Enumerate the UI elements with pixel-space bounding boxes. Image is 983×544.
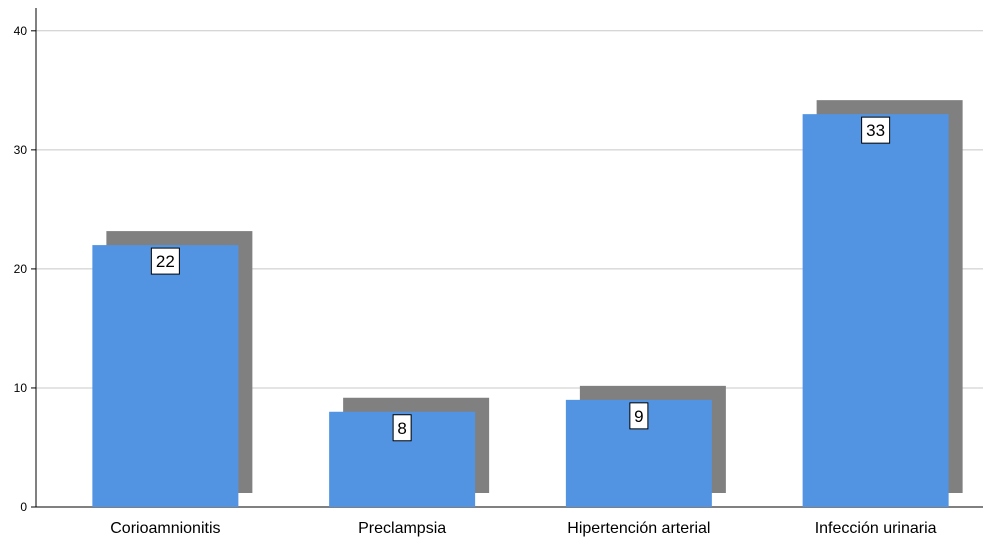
x-tick-label: Corioamnionitis [110, 520, 220, 537]
data-label-box [150, 247, 180, 275]
bar [802, 114, 949, 508]
data-label-box [392, 414, 412, 442]
data-label: 8 [397, 419, 406, 438]
data-label-box [629, 402, 649, 430]
data-label: 22 [156, 252, 175, 271]
bar-group: 9 [565, 385, 726, 507]
y-tick-label: 10 [14, 381, 28, 395]
y-tick-label: 20 [14, 262, 28, 276]
y-tick-label: 0 [20, 500, 27, 514]
x-axis-labels: Corioamnionitis Preclampsia Hipertención a… [110, 520, 936, 537]
bar [92, 245, 239, 507]
data-label: 9 [634, 407, 643, 426]
x-tick-label: Hipertención arterial [567, 520, 710, 537]
bars: 22 8 9 33 [92, 100, 963, 508]
y-tick-label: 30 [14, 143, 28, 157]
data-label-box [861, 116, 891, 144]
y-tick-label: 40 [14, 24, 28, 38]
bar-group: 22 [92, 231, 253, 507]
x-tick-label: Infección urinaria [815, 520, 937, 537]
x-tick-label: Preclampsia [358, 520, 446, 537]
bar-group: 33 [802, 100, 963, 508]
y-axis-ticks: 0 10 20 30 40 [14, 24, 36, 514]
data-label: 33 [866, 121, 885, 140]
bar-group: 8 [329, 397, 490, 507]
